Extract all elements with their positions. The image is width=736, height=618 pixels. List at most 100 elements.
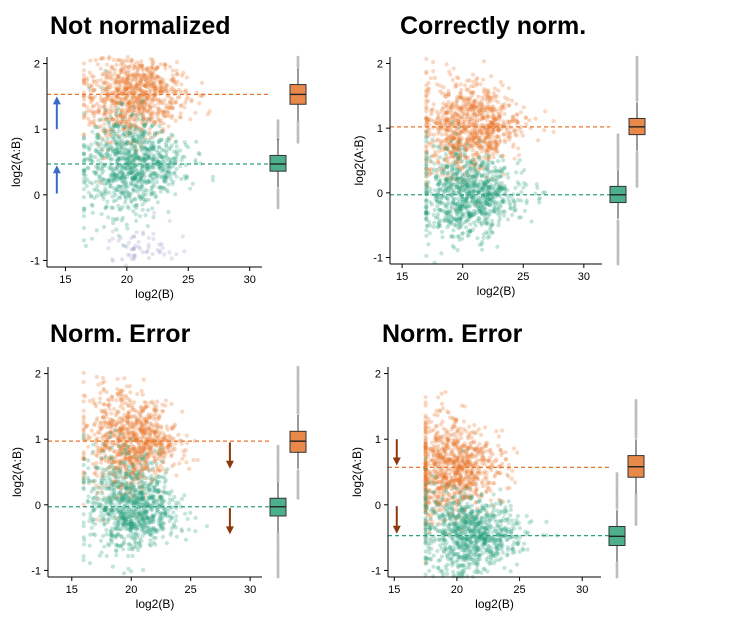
scatter-point-orange [507,131,512,136]
scatter-point-orange [453,110,458,115]
scatter-point-orange [100,117,105,122]
scatter-point-orange [118,113,123,118]
scatter-point-orange [158,89,163,94]
scatter-point-orange [109,74,114,79]
scatter-point-orange [450,103,455,109]
scatter-point-orange [98,56,103,62]
scatter-point-green [438,164,443,169]
scatter-point-green [185,516,190,521]
scatter-point-green [108,184,113,189]
scatter-point-green [114,112,119,117]
scatter-point-orange [127,99,132,104]
scatter-point-orange [446,156,451,161]
scatter-point-orange [103,80,108,85]
scatter-point-orange [432,75,437,81]
scatter-point-green [117,184,122,189]
scatter-point-orange [137,61,142,67]
scatter-point-orange [108,71,113,76]
scatter-point-orange [127,105,132,110]
scatter-point-green [149,144,154,149]
boxplot-green [609,133,627,266]
scatter-point-orange [148,400,153,405]
scatter-point-orange [124,87,129,92]
scatter-point-green [114,146,119,151]
scatter-point-orange [101,112,106,117]
scatter-point-orange [513,118,518,123]
scatter-point-orange [91,88,96,93]
scatter-point-orange [102,110,107,115]
scatter-point-orange [150,71,155,76]
scatter-point-green [424,134,429,139]
scatter-point-green [96,485,101,490]
scatter-point-orange [131,100,136,105]
scatter-point-green [171,510,176,515]
scatter-point-green [424,205,429,211]
scatter-point-green [427,231,432,236]
scatter-point-orange [159,84,164,89]
scatter-point-orange [123,122,128,127]
scatter-point-orange [501,132,506,137]
scatter-point-orange [139,88,144,94]
scatter-point-orange [140,63,145,68]
scatter-point-green [462,147,467,152]
scatter-point-orange [501,119,506,124]
scatter-point-orange [104,111,109,116]
scatter-point-green [131,105,136,110]
scatter-point-green [464,225,469,230]
scatter-point-green [108,144,113,149]
scatter-point-orange [104,86,109,91]
scatter-point-green [183,142,188,148]
scatter-point-orange [115,420,120,425]
scatter-point-orange [514,133,519,138]
scatter-point-orange [498,79,503,85]
scatter-point-orange [132,144,138,149]
scatter-point-green [468,222,473,227]
scatter-point-orange [160,110,165,115]
x-axis-label: log2(B) [135,287,174,301]
scatter-point-orange [536,138,541,143]
scatter-point-green [90,129,95,134]
scatter-point-green [93,125,98,130]
scatter-point-orange [466,87,471,92]
scatter-point-orange [107,425,112,430]
scatter-point-green [140,134,145,139]
scatter-point-orange [184,97,189,102]
scatter-point-green [102,224,107,230]
scatter-point-orange [441,85,446,90]
scatter-point-green [460,182,465,187]
scatter-point-orange [444,102,449,107]
scatter-point-orange [470,132,475,137]
scatter-point-orange [81,61,86,66]
scatter-point-green [477,208,482,213]
scatter-point-green [114,227,119,232]
scatter-point-orange [130,88,135,93]
scatter-point-green [426,242,431,247]
scatter-point-orange [120,116,125,121]
scatter-point-green [111,220,116,226]
scatter-point-green [120,166,125,171]
scatter-point-orange [81,116,86,121]
scatter-point-orange [451,66,456,71]
scatter-point-orange [104,128,109,133]
scatter-point-green [465,233,470,238]
scatter-point-orange [150,97,155,102]
scatter-point-orange [129,140,134,146]
scatter-point-orange [97,108,102,113]
scatter-point-orange [458,82,463,87]
scatter-point-green [174,149,179,154]
scatter-point-green [156,145,161,150]
scatter-point-orange [179,438,184,443]
scatter-point-orange [156,117,161,122]
scatter-point-green [188,186,193,191]
scatter-point-orange [119,101,124,106]
x-tick-label: 20 [121,274,133,286]
scatter-point-orange [162,109,167,114]
scatter-point-orange [148,119,153,124]
scatter-point-green [426,180,431,185]
scatter-point-orange [123,115,128,120]
scatter-point-orange [506,135,511,140]
scatter-point-purple [134,230,139,235]
scatter-point-orange [154,131,160,136]
scatter-point-green [459,175,464,180]
